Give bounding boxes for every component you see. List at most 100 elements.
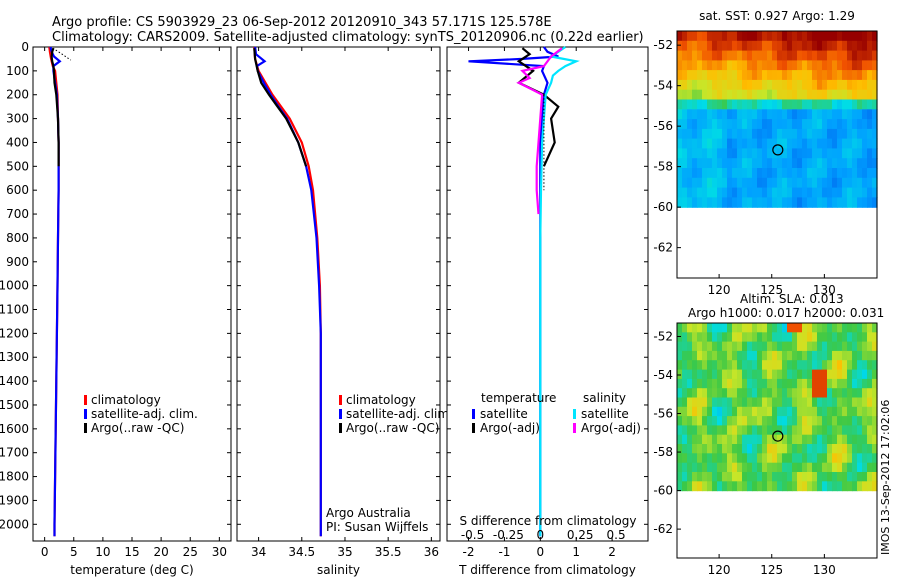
heatmap-cell <box>702 341 708 352</box>
heatmap-cell <box>857 472 863 482</box>
heatmap-cell <box>722 187 728 198</box>
argo-position-marker <box>772 144 784 156</box>
heatmap-cell <box>742 79 748 91</box>
heatmap-cell <box>827 148 833 159</box>
heatmap-cell <box>812 406 818 417</box>
x-tick-label: 35 <box>337 545 352 559</box>
heatmap-cell <box>792 453 798 464</box>
heatmap-cell <box>727 481 733 492</box>
heatmap-cell <box>817 472 823 482</box>
heatmap-cell <box>767 350 773 361</box>
heatmap-cell <box>757 70 763 81</box>
heatmap-cell <box>847 397 853 408</box>
heatmap-cell <box>852 332 858 343</box>
heatmap-cell <box>867 50 873 61</box>
heatmap-cell <box>737 472 743 482</box>
heatmap-cell <box>797 406 803 417</box>
heatmap-cell <box>727 197 733 208</box>
heatmap-cell <box>692 369 698 380</box>
heatmap-cell <box>787 332 793 343</box>
heatmap-cell <box>872 462 878 473</box>
heatmap-cell <box>757 89 763 101</box>
heatmap-cell <box>782 70 788 81</box>
heatmap-cell <box>702 425 708 436</box>
heatmap-cell <box>827 425 833 436</box>
heatmap-cell <box>777 472 783 482</box>
heatmap-cell <box>792 40 798 52</box>
heatmap-cell <box>857 128 863 140</box>
legend-entry: Argo(..raw -QC) <box>91 421 184 435</box>
heatmap-cell <box>847 138 853 149</box>
heatmap-cell <box>692 187 698 198</box>
heatmap-cell <box>782 158 788 169</box>
heatmap-cell <box>747 416 753 426</box>
heatmap-cell <box>847 197 853 208</box>
heatmap-cell <box>827 323 833 333</box>
heatmap-cell <box>777 119 783 130</box>
heatmap-cell <box>677 40 683 52</box>
heatmap-cell <box>832 109 838 120</box>
heatmap-cell <box>782 472 788 482</box>
heatmap-cell <box>732 444 738 454</box>
heatmap-cell <box>682 177 688 189</box>
heatmap-cell <box>747 397 753 408</box>
heatmap-cell <box>677 462 683 473</box>
lat-tick-label: -58 <box>653 160 673 174</box>
x-tick-label: 20 <box>153 545 168 559</box>
sst-map-title: sat. SST: 0.927 Argo: 1.29 <box>699 9 855 23</box>
heatmap-cell <box>747 177 753 189</box>
heatmap-cell <box>802 168 808 179</box>
sla-map-title-1: Altim. SLA: 0.013 <box>740 292 844 306</box>
heatmap-cell <box>687 50 693 61</box>
heatmap-cell <box>762 462 768 473</box>
heatmap-cell <box>812 462 818 473</box>
heatmap-cell <box>852 378 858 389</box>
heatmap-cell <box>812 148 818 159</box>
heatmap-cell <box>732 323 738 333</box>
heatmap-cell <box>837 425 843 436</box>
heatmap-cell <box>827 79 833 91</box>
heatmap-cell <box>742 99 748 110</box>
heatmap-cell <box>832 332 838 343</box>
heatmap-cell <box>697 453 703 464</box>
heatmap-cell <box>747 378 753 389</box>
heatmap-cell <box>717 453 723 464</box>
heatmap-cell <box>837 462 843 473</box>
heatmap-cell <box>762 397 768 408</box>
heatmap-cell <box>852 119 858 130</box>
heatmap-cell <box>737 350 743 361</box>
heatmap-cell <box>842 119 848 130</box>
heatmap-cell <box>842 416 848 426</box>
heatmap-cell <box>842 40 848 52</box>
heatmap-cell <box>797 138 803 149</box>
heatmap-cell <box>777 109 783 120</box>
heatmap-cell <box>727 119 733 130</box>
heatmap-cell <box>842 397 848 408</box>
heatmap-cell <box>867 89 873 101</box>
heatmap-cell <box>807 89 813 101</box>
heatmap-cell <box>812 138 818 149</box>
x-axis-label: salinity <box>317 563 360 577</box>
heatmap-cell <box>707 158 713 169</box>
heatmap-cell <box>782 481 788 492</box>
heatmap-cell <box>727 434 733 445</box>
heatmap-cell <box>742 40 748 52</box>
heatmap-cell <box>842 406 848 417</box>
heatmap-cell <box>732 109 738 120</box>
heatmap-cell <box>857 378 863 389</box>
heatmap-cell <box>682 70 688 81</box>
heatmap-cell <box>817 40 823 52</box>
x-tick-label: 2 <box>608 545 616 559</box>
heatmap-cell <box>777 177 783 189</box>
heatmap-cell <box>747 444 753 454</box>
heatmap-cell <box>757 109 763 120</box>
heatmap-cell <box>847 434 853 445</box>
heatmap-cell <box>697 341 703 352</box>
heatmap-cell <box>767 369 773 380</box>
heatmap-cell <box>827 472 833 482</box>
heatmap-cell <box>717 158 723 169</box>
heatmap-cell <box>862 388 868 399</box>
heatmap-cell <box>802 388 808 399</box>
heatmap-cell <box>732 158 738 169</box>
heatmap-cell <box>847 158 853 169</box>
